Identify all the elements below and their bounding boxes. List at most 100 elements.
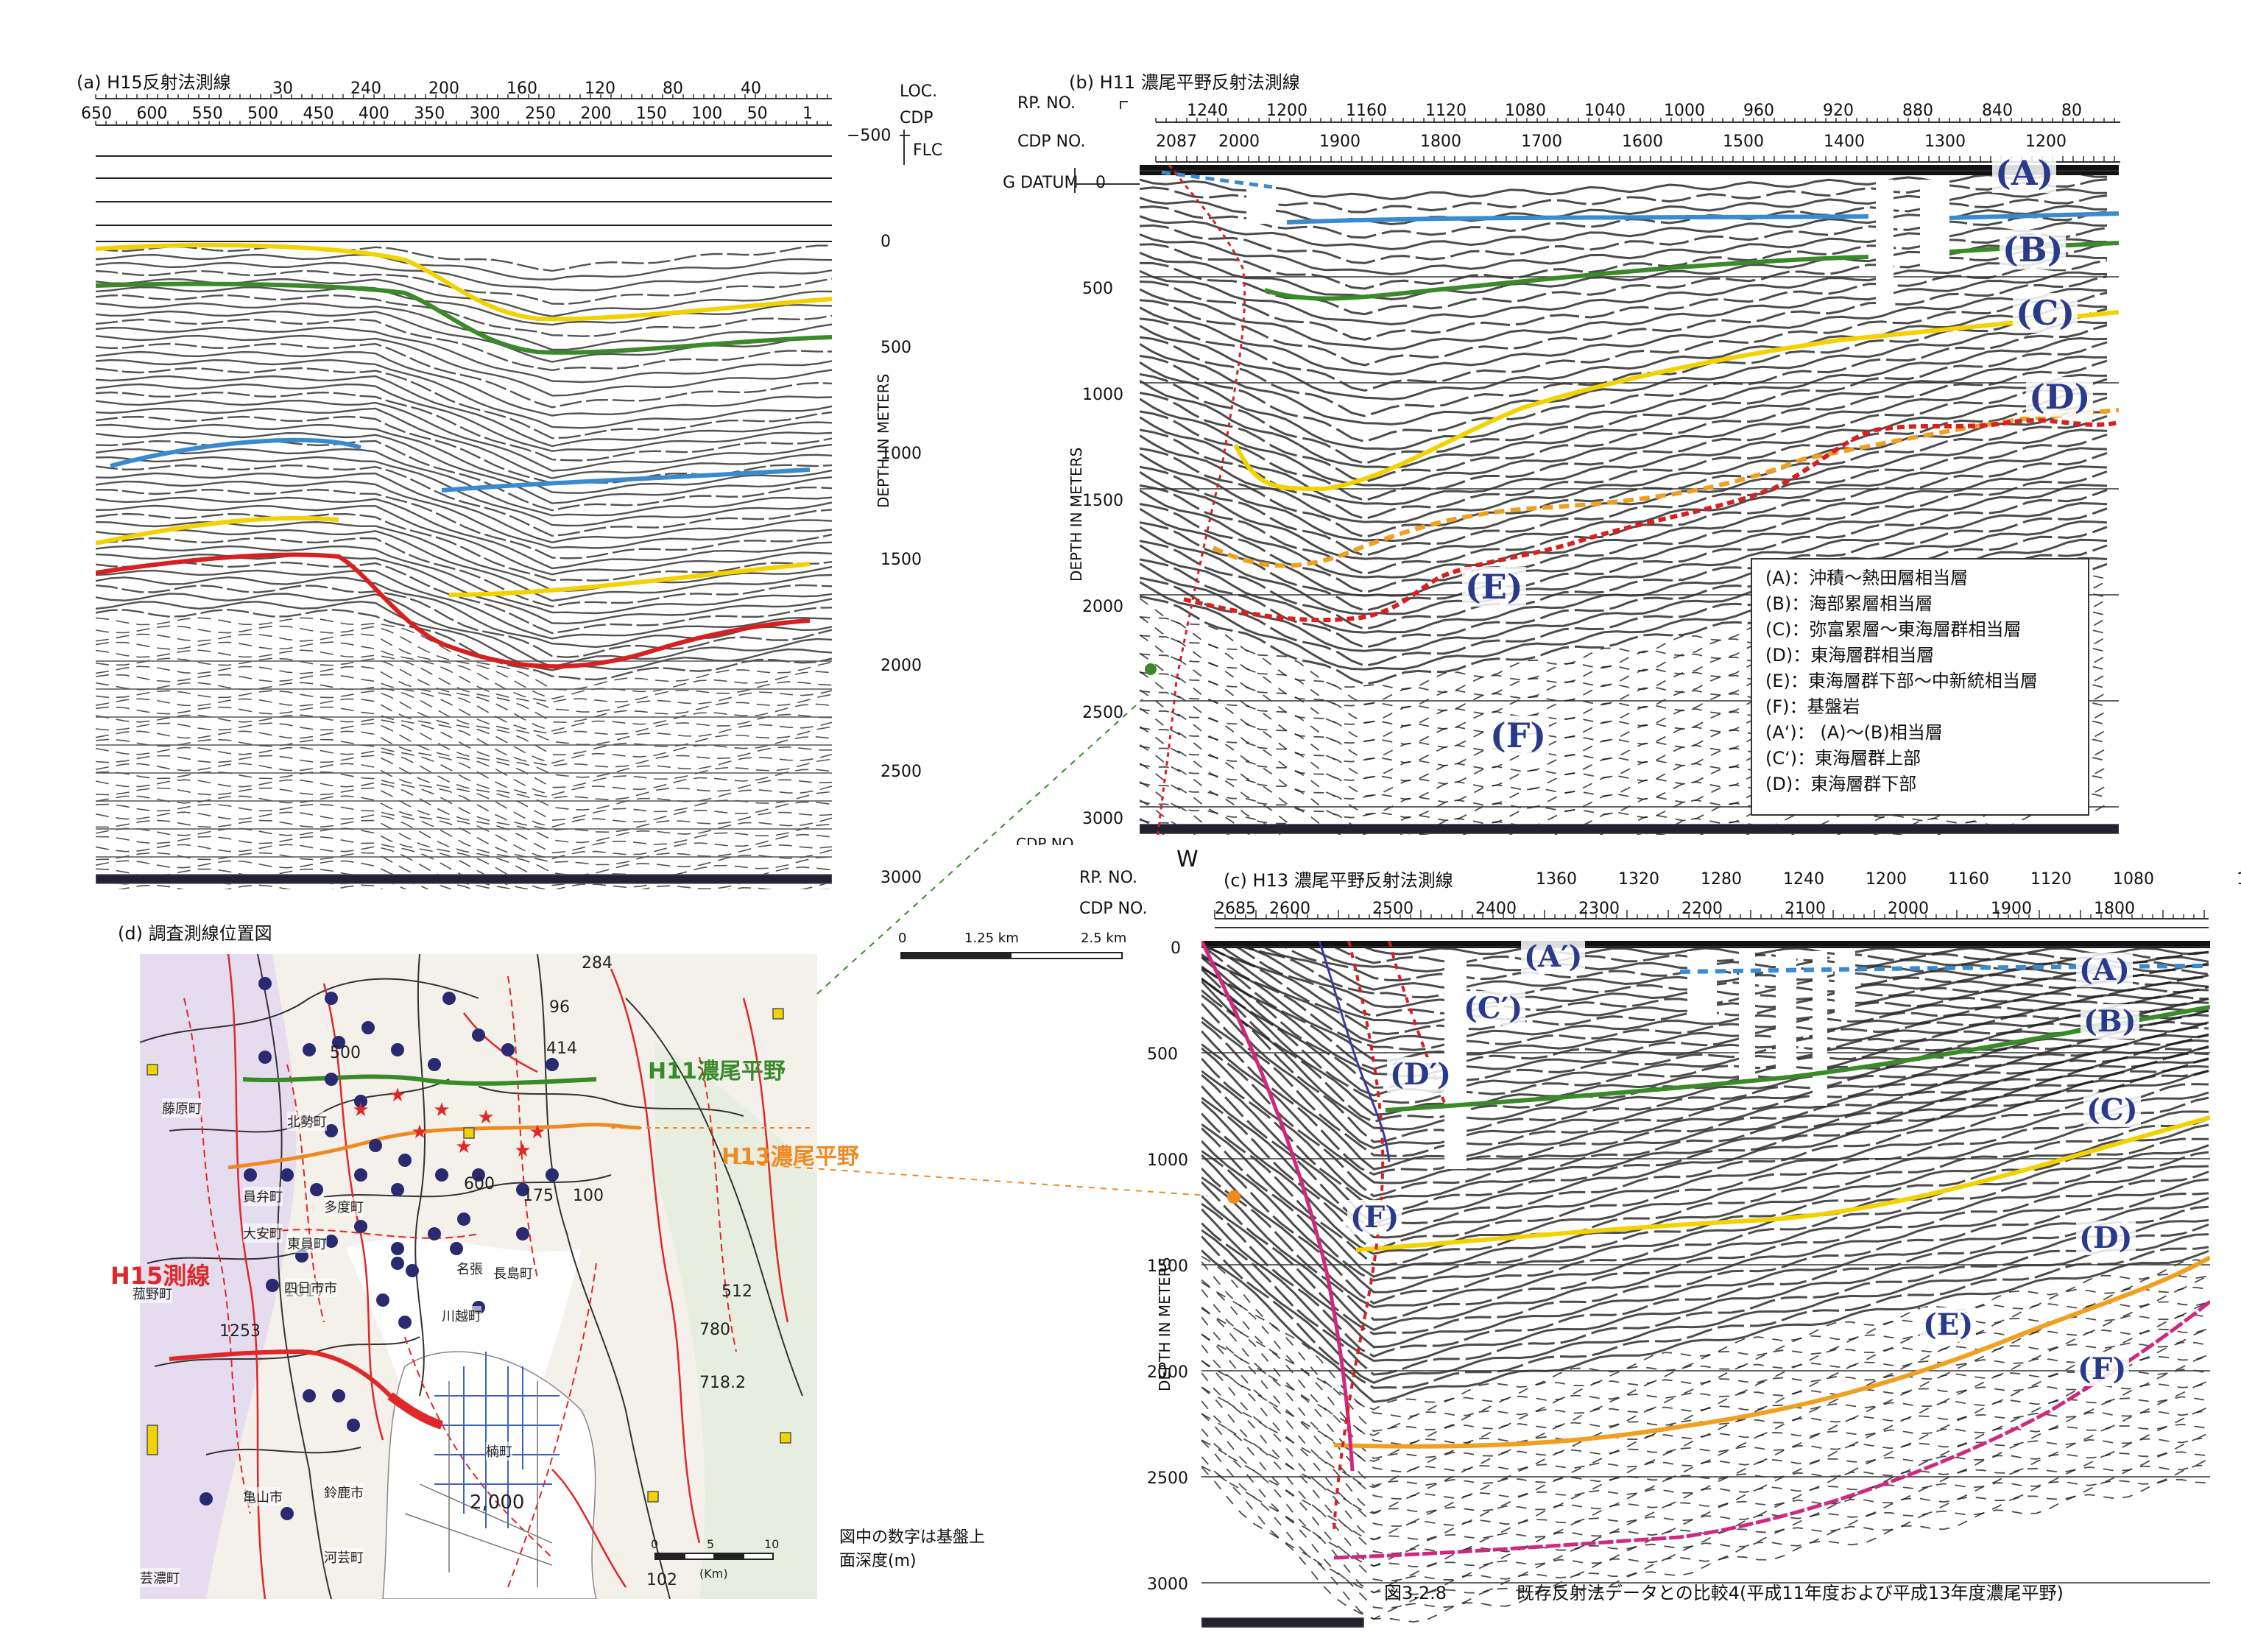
layer-label-b: (F) <box>1487 716 1550 755</box>
map-town-label: 鈴鹿市 <box>324 1483 364 1502</box>
cdp-tick-label-a: 600 <box>136 105 168 123</box>
map-town-label: 楠町 <box>486 1441 512 1461</box>
map-town-label: 員弁町 <box>243 1187 283 1206</box>
legend-b-item: (D)：東海層群相当層 <box>1765 645 1935 666</box>
svg-text:★: ★ <box>477 1106 494 1129</box>
top-tick-label-a: 80 <box>663 80 683 98</box>
layer-label-b: (E) <box>1462 567 1526 607</box>
cdp-tick-label-a: 350 <box>414 105 445 123</box>
rp-tick-label-c: 1240 <box>1783 870 1824 889</box>
depth-tick-label-c: 500 <box>1147 1045 1178 1064</box>
svg-text:★: ★ <box>389 1084 406 1106</box>
cdp-tick-label-a: 550 <box>191 105 223 123</box>
cdp-tick-label-c: 2200 <box>1681 900 1723 918</box>
cdp-tick-label-a: 50 <box>747 105 768 123</box>
map-depth-number: 780 <box>699 1321 730 1339</box>
rp-tick-label-b: 960 <box>1743 102 1774 120</box>
depth-tick-label-a: 2000 <box>880 657 922 675</box>
cdp-tick-label-a: 300 <box>469 105 501 123</box>
top-tick-label-a: 120 <box>585 80 615 98</box>
map-depth-number: 718.2 <box>699 1374 746 1392</box>
rp-tick-label-b: 1000 <box>1664 102 1705 120</box>
map-line-label-h11: H11濃尾平野 <box>648 1059 786 1084</box>
cdp-tick-label-b: 1600 <box>1622 133 1663 151</box>
depth-tick-label-a: 1000 <box>880 445 922 463</box>
cdp-tick-label-c: 2500 <box>1372 900 1414 918</box>
legend-b-item: (A)：沖積～熱田層相当層 <box>1765 568 1969 588</box>
cdp-label-a: CDP <box>900 109 934 127</box>
depth-tick-label-b: 500 <box>1082 280 1113 298</box>
svg-text:★: ★ <box>514 1140 531 1162</box>
figure-caption: 既存反射法データとの比較4(平成11年度および平成13年度濃尾平野) <box>1517 1583 2064 1603</box>
rp-tick-label-b: 1120 <box>1425 102 1467 120</box>
legend-b-item: (C)：弥富累層～東海層群相当層 <box>1765 619 2022 640</box>
cdp-tick-label-a: 150 <box>635 105 667 123</box>
map-depth-number: 284 <box>582 954 613 973</box>
rp-tick-label-c: 1160 <box>1948 870 1989 889</box>
depth-tick-label-a: 0 <box>880 233 891 251</box>
depth-axis-label-b: DEPTH IN METERS <box>1067 447 1085 582</box>
bottom-partial-b: CDP NO. <box>1016 835 1079 845</box>
rp-tick-label-b: 1200 <box>1266 102 1307 120</box>
map-town-label: 芸濃町 <box>140 1568 180 1587</box>
svg-text:★: ★ <box>411 1121 428 1143</box>
panel-a-title: (a) H15反射法測線 <box>77 72 231 93</box>
w-label: W <box>1176 847 1199 872</box>
cdp-tick-label-c: 2685 <box>1215 900 1256 918</box>
rp-tick-label-c: 1280 <box>1701 870 1742 889</box>
cdp-tick-label-c: 2000 <box>1888 900 1929 918</box>
depth-tick-label-c: 2000 <box>1147 1363 1188 1382</box>
cdp-tick-label-c: 2300 <box>1578 900 1620 918</box>
cdp-tick-label-a: 500 <box>247 105 279 123</box>
depth-tick-label-a: 500 <box>880 339 911 357</box>
layer-label-c: (C′) <box>1461 991 1526 1026</box>
map-town-label: 東員町 <box>287 1234 327 1253</box>
legend-b-item: (C‘)：東海層群上部 <box>1765 748 1921 769</box>
scale-bar: 0 1.25 km 2.5 km <box>898 931 1134 975</box>
map-scale-label: 0 <box>651 1537 659 1551</box>
cdp-tick-label-b: 1300 <box>1924 133 1966 151</box>
cdp-tick-label-a: 250 <box>525 105 557 123</box>
legend-b-item: (A‘)： (A)～(B)相当層 <box>1765 722 1943 743</box>
cdp-tick-label-b: 2087 <box>1156 133 1197 151</box>
cdp-tick-label-a: 400 <box>358 105 389 123</box>
map-town-label: 多度町 <box>324 1197 364 1216</box>
map-depth-number: 600 <box>464 1175 495 1193</box>
map-depth-number: 100 <box>573 1187 604 1205</box>
depth-tick-label-c: 3000 <box>1147 1575 1188 1594</box>
depth-tick-label-b: 1500 <box>1082 492 1123 510</box>
legend-b-item: (F)：基盤岩 <box>1765 696 1860 717</box>
depth-tick-label-c: 2500 <box>1147 1469 1188 1488</box>
map-depth-number: 414 <box>546 1039 577 1058</box>
cdp-label-b: CDP NO. <box>1017 133 1086 151</box>
loc-label: LOC. <box>900 82 938 101</box>
depth-tick-label-a: 2500 <box>880 763 922 781</box>
panel-b-title: (b) H11 濃尾平野反射法測線 <box>1069 72 1300 93</box>
cdp-tick-label-a: 650 <box>81 105 112 123</box>
map-depth-number: 175 <box>523 1187 554 1205</box>
top-tick-label-a: 40 <box>741 80 761 98</box>
seismic-section-a <box>96 131 832 889</box>
legend-b-item: (E)：東海層群下部～中新統相当層 <box>1765 671 2038 691</box>
datum-label-b: G DATUM <box>1003 174 1079 192</box>
depth-tick-label-c: 1000 <box>1147 1151 1188 1170</box>
map-depth-number: 512 <box>721 1282 752 1301</box>
depth-axis-label-a: DEPTH IN METERS <box>875 373 892 508</box>
map-scale-label: 10 <box>764 1537 780 1551</box>
rp-tick-label-c: 1040 <box>2237 870 2241 889</box>
rp-tick-label-b: 80 <box>2061 102 2082 120</box>
depth-tick-label-a: 3000 <box>880 869 922 887</box>
panel-b: (b) H11 濃尾平野反射法測線 RP. NO. CDP NO. G DATU… <box>972 0 2241 861</box>
map-town-label: 菰野町 <box>133 1284 172 1303</box>
panel-a: (a) H15反射法測線 LOC. CDP FLC 30 240 200 160 120… <box>0 0 972 898</box>
depth-tick-label-b: 2000 <box>1082 598 1123 616</box>
rp-tick-label-b: 1240 <box>1187 102 1228 120</box>
map-town-label: 北勢町 <box>287 1112 327 1131</box>
depth-tick-label-b: 0 <box>1095 174 1106 192</box>
map-town-label: 藤原町 <box>162 1098 202 1118</box>
rp-tick-label-b: 880 <box>1902 102 1933 120</box>
top-tick-label-a: 240 <box>350 80 381 98</box>
rp-tick-label-b: 920 <box>1823 102 1854 120</box>
rp-tick-label-c: 1080 <box>2113 870 2154 889</box>
figure-number: 図3.2.8 <box>1384 1583 1447 1603</box>
